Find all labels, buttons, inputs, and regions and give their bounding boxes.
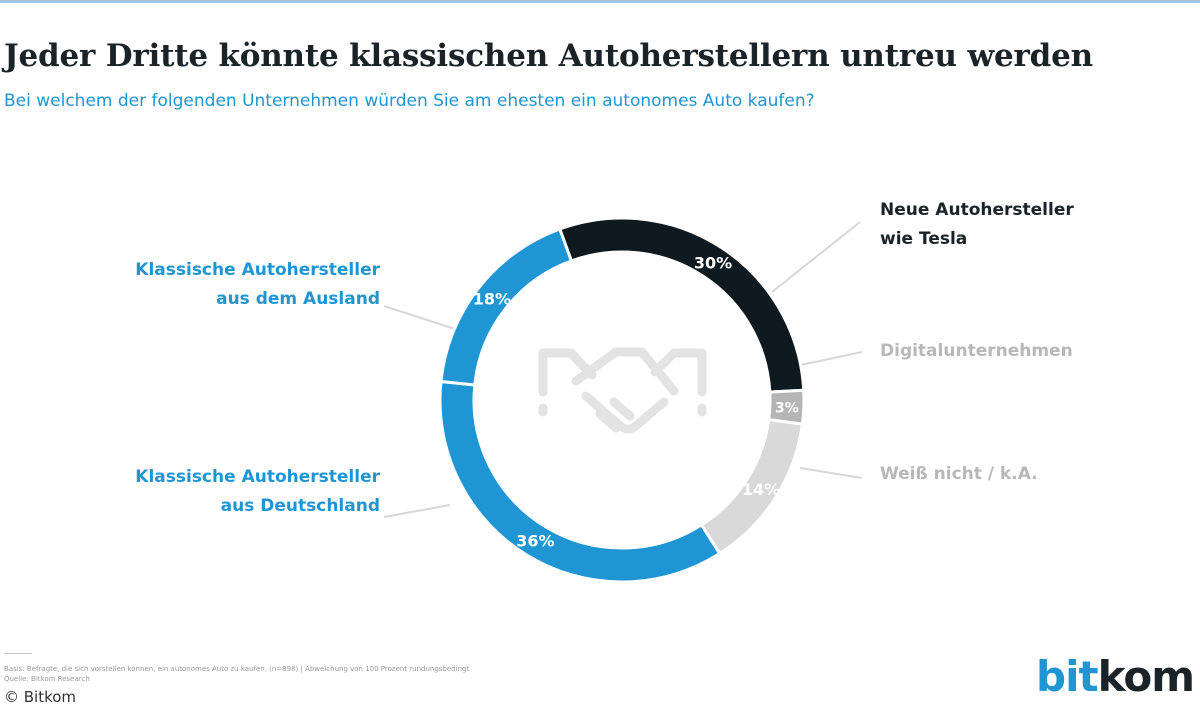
data-label-klassische-autohersteller-aus-dem-ausland: 18%	[473, 290, 511, 309]
leader-tesla	[771, 221, 861, 293]
top-rule	[0, 0, 1200, 3]
footer-rule	[4, 653, 32, 654]
legend-label-digital: Digitalunternehmen	[880, 341, 1073, 361]
slice-klassische-autohersteller-aus-dem-ausland	[439, 227, 574, 387]
data-labels: 30% 3% 14% 36% 18%	[473, 253, 799, 550]
legend-label-unknown: Weiß nicht / k.A.	[880, 464, 1038, 484]
footnote: Basis: Befragte, die sich vorstellen kön…	[4, 664, 469, 684]
slice-klassische-autohersteller-aus-deutschland	[438, 379, 722, 584]
legend-label-deutschland: Klassische Autohersteller aus Deutschlan…	[135, 463, 380, 521]
chart-title: Jeder Dritte könnte klassischen Autohers…	[4, 38, 1093, 74]
legend-label-tesla-line1: Neue Autohersteller	[880, 200, 1074, 220]
data-label-digitalunternehmen: 3%	[775, 401, 799, 417]
data-label-klassische-autohersteller-aus-deutschland: 36%	[516, 531, 554, 550]
legend-label-deutschland-line2: aus Deutschland	[220, 496, 380, 516]
handshake-icon	[538, 347, 707, 434]
legend-label-tesla-line2: wie Tesla	[880, 229, 968, 249]
logo-part-bit: bit	[1036, 652, 1099, 701]
legend-label-ausland-line1: Klassische Autohersteller	[135, 260, 380, 280]
data-label-neue-autohersteller-wie-tesla: 30%	[694, 253, 732, 272]
data-label-wei-nicht-k-a: 14%	[742, 480, 780, 499]
footnote-basis: Basis: Befragte, die sich vorstellen kön…	[4, 665, 470, 673]
leader-unknown	[799, 467, 863, 479]
leader-lines	[383, 221, 863, 518]
footnote-source: Quelle: Bitkom Research	[4, 675, 90, 683]
legend-label-ausland-line2: aus dem Ausland	[216, 289, 380, 309]
bitkom-logo: bitkom	[1036, 652, 1195, 701]
leader-ausland	[383, 305, 459, 331]
logo-part-kom: kom	[1097, 652, 1195, 701]
donut-slices	[438, 216, 806, 584]
legend-label-deutschland-line1: Klassische Autohersteller	[135, 467, 380, 487]
legend-label-ausland: Klassische Autohersteller aus dem Auslan…	[135, 256, 380, 314]
leader-digital	[795, 351, 863, 367]
chart-subtitle: Bei welchem der folgenden Unternehmen wü…	[4, 91, 815, 111]
copyright: © Bitkom	[4, 688, 77, 706]
legend-label-tesla: Neue Autohersteller wie Tesla	[880, 196, 1074, 254]
leader-deutschland	[383, 504, 451, 518]
